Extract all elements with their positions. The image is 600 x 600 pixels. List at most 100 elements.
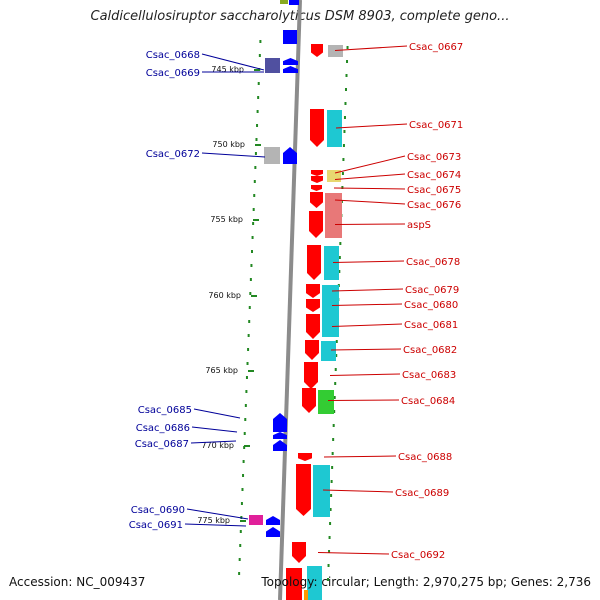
gene-arrow-forward[interactable] [298,453,312,461]
gene-partial[interactable] [286,568,302,600]
tick-mark [346,46,349,49]
tick-mark [342,158,345,161]
scale-tick [244,445,250,447]
gene-label-forward[interactable]: Csac_0675 [407,185,461,196]
gene-label-reverse[interactable]: Csac_0672 [146,149,200,160]
tick-mark [243,446,246,449]
gene-arrow-forward[interactable] [302,388,316,413]
gene-arrow-forward[interactable] [292,542,306,563]
tick-mark [328,550,331,553]
tick-mark [329,508,332,511]
gene-arrow-forward[interactable] [310,109,324,147]
gene-label-forward[interactable]: Csac_0682 [403,345,457,356]
scale-label: 750 kbp [212,140,245,149]
feature-box[interactable] [324,246,339,280]
feature-box[interactable] [318,390,334,414]
gene-arrow-reverse[interactable] [266,527,280,537]
tick-mark [238,558,241,561]
gene-label-reverse[interactable]: Csac_0685 [138,405,192,416]
feature-box[interactable] [265,58,280,73]
gene-arrow-forward[interactable] [307,245,321,280]
gene-arrow-forward[interactable] [309,211,323,238]
tick-mark [334,368,337,371]
gene-label-reverse[interactable]: Csac_0668 [146,50,200,61]
gene-label-forward[interactable]: Csac_0688 [398,452,452,463]
gene-arrow-reverse[interactable] [283,66,298,73]
gene-label-reverse[interactable]: Csac_0687 [135,439,189,450]
gene-arrow-forward[interactable] [311,176,323,183]
gene-partial[interactable] [289,0,299,5]
gene-arrow-forward[interactable] [311,170,323,176]
scale-label: 770 kbp [201,441,234,450]
tick-mark [240,502,243,505]
tick-mark [342,144,345,147]
gene-arrow-reverse[interactable] [283,147,297,164]
gene-label-forward[interactable]: Csac_0689 [395,488,449,499]
gene-arrow-forward[interactable] [296,464,311,516]
gene-arrow-reverse[interactable] [266,516,280,525]
gene-label-line [334,45,408,51]
gene-arrow-forward[interactable] [306,299,320,312]
gene-arrow-forward[interactable] [311,44,323,57]
gene-arrow-reverse[interactable] [283,58,298,65]
gene-arrow-forward[interactable] [311,185,322,191]
tick-mark [333,396,336,399]
gene-label-forward[interactable]: Csac_0678 [406,257,460,268]
feature-box[interactable] [264,147,280,164]
scale-label: 760 kbp [208,291,241,300]
tick-mark [251,236,254,239]
tick-mark [257,96,260,99]
tick-mark [332,438,335,441]
gene-partial[interactable] [283,30,297,44]
feature-box[interactable] [313,465,330,517]
gene-label-forward[interactable]: Csac_0684 [401,396,455,407]
gene-label-forward[interactable]: Csac_0673 [407,152,461,163]
gene-label-line [332,260,405,263]
gene-arrow-reverse[interactable] [273,440,287,451]
gene-arrow-forward[interactable] [306,284,320,298]
tick-mark [253,194,256,197]
gene-label-line [201,53,265,71]
feature-box[interactable] [325,193,342,238]
gene-arrow-forward[interactable] [310,192,323,208]
feature-box[interactable] [307,566,322,600]
gene-partial[interactable] [280,0,288,4]
gene-arrow-reverse[interactable] [273,432,287,439]
gene-arrow-forward[interactable] [305,340,319,360]
tick-mark [329,522,332,525]
scale-label: 745 kbp [211,65,244,74]
gene-label-forward[interactable]: Csac_0671 [409,120,463,131]
gene-arrow-forward[interactable] [304,362,318,389]
gene-label-forward[interactable]: Csac_0676 [407,200,461,211]
gene-arrow-forward[interactable] [306,314,320,339]
feature-box[interactable] [327,110,342,147]
gene-label-reverse[interactable]: Csac_0691 [129,520,183,531]
gene-label-forward[interactable]: Csac_0680 [404,300,458,311]
feature-box[interactable] [321,341,336,361]
tick-mark [248,320,251,323]
gene-partial[interactable] [304,590,308,600]
gene-label-forward[interactable]: Csac_0681 [404,320,458,331]
tick-mark [250,264,253,267]
gene-label-reverse[interactable]: Csac_0690 [131,505,185,516]
gene-label-line [317,552,390,555]
gene-arrow-reverse[interactable] [273,413,287,432]
gene-label-forward[interactable]: Csac_0683 [402,370,456,381]
tick-mark [344,102,347,105]
feature-box[interactable] [322,285,339,337]
gene-label-forward[interactable]: Csac_0692 [391,550,445,561]
tick-mark [341,172,344,175]
gene-label-line [186,508,249,520]
gene-label-forward[interactable]: Csac_0674 [407,170,461,181]
gene-label-forward[interactable]: Csac_0667 [409,42,463,53]
gene-label-reverse[interactable]: Csac_0669 [146,68,200,79]
scale-tick [251,295,257,297]
gene-label-forward[interactable]: aspS [407,220,431,231]
gene-label-forward[interactable]: Csac_0679 [405,285,459,296]
feature-box[interactable] [328,45,343,57]
gene-label-reverse[interactable]: Csac_0686 [136,423,190,434]
feature-box[interactable] [249,515,263,525]
tick-mark [343,130,346,133]
